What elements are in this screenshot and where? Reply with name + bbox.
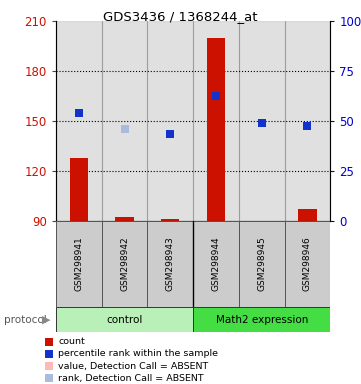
Text: value, Detection Call = ABSENT: value, Detection Call = ABSENT — [58, 361, 209, 371]
Bar — [284, 221, 330, 307]
Bar — [239, 221, 284, 307]
Text: GSM298943: GSM298943 — [166, 237, 175, 291]
Bar — [284, 21, 330, 221]
Text: GSM298946: GSM298946 — [303, 237, 312, 291]
Bar — [102, 221, 147, 307]
Bar — [56, 21, 102, 221]
Bar — [116, 217, 134, 221]
Bar — [56, 221, 102, 307]
Text: rank, Detection Call = ABSENT: rank, Detection Call = ABSENT — [58, 374, 204, 382]
Bar — [193, 307, 330, 332]
Bar — [161, 219, 179, 221]
Text: count: count — [58, 338, 85, 346]
Bar — [207, 38, 225, 221]
Bar — [147, 221, 193, 307]
Bar — [193, 221, 239, 307]
Text: GSM298941: GSM298941 — [74, 237, 83, 291]
Text: GSM298945: GSM298945 — [257, 237, 266, 291]
Bar — [193, 21, 239, 221]
Bar — [147, 21, 193, 221]
Text: control: control — [106, 314, 143, 325]
Text: GDS3436 / 1368244_at: GDS3436 / 1368244_at — [103, 10, 258, 23]
Text: GSM298942: GSM298942 — [120, 237, 129, 291]
Bar — [70, 157, 88, 221]
Text: ▶: ▶ — [42, 314, 51, 325]
Bar — [239, 21, 284, 221]
Bar — [56, 307, 193, 332]
Text: protocol: protocol — [4, 314, 46, 325]
Text: GSM298944: GSM298944 — [212, 237, 221, 291]
Text: percentile rank within the sample: percentile rank within the sample — [58, 349, 218, 359]
Text: Math2 expression: Math2 expression — [216, 314, 308, 325]
Bar — [102, 21, 147, 221]
Bar — [298, 209, 317, 221]
